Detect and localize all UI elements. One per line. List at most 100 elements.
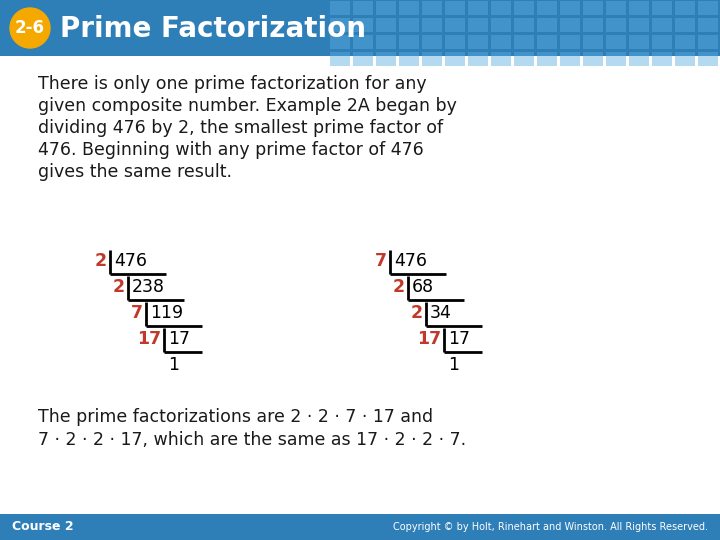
Bar <box>514 52 534 66</box>
Bar <box>422 1 442 15</box>
Bar <box>514 18 534 32</box>
Bar <box>399 1 419 15</box>
Text: given composite number. Example 2A began by: given composite number. Example 2A began… <box>38 97 457 115</box>
Bar <box>675 35 695 49</box>
Bar <box>675 52 695 66</box>
Bar <box>422 18 442 32</box>
Text: 2: 2 <box>393 278 405 296</box>
Text: 7 · 2 · 2 · 17, which are the same as 17 · 2 · 2 · 7.: 7 · 2 · 2 · 17, which are the same as 17… <box>38 431 466 449</box>
Bar <box>652 35 672 49</box>
Bar <box>560 35 580 49</box>
Bar <box>629 35 649 49</box>
Bar <box>606 1 626 15</box>
Text: There is only one prime factorization for any: There is only one prime factorization fo… <box>38 75 427 93</box>
Bar <box>376 35 396 49</box>
Text: Prime Factorization: Prime Factorization <box>60 15 366 43</box>
Bar <box>583 52 603 66</box>
Bar <box>376 18 396 32</box>
Text: Copyright © by Holt, Rinehart and Winston. All Rights Reserved.: Copyright © by Holt, Rinehart and Winsto… <box>393 522 708 532</box>
Bar <box>330 35 350 49</box>
Bar <box>560 52 580 66</box>
Bar <box>675 18 695 32</box>
Text: 2: 2 <box>113 278 125 296</box>
Bar <box>698 35 718 49</box>
Bar <box>353 52 373 66</box>
Bar <box>491 1 511 15</box>
Text: gives the same result.: gives the same result. <box>38 163 232 181</box>
Bar <box>491 18 511 32</box>
Text: 476: 476 <box>394 252 427 270</box>
Text: 238: 238 <box>132 278 165 296</box>
Bar <box>606 35 626 49</box>
Bar <box>491 52 511 66</box>
Bar <box>399 52 419 66</box>
Text: dividing 476 by 2, the smallest prime factor of: dividing 476 by 2, the smallest prime fa… <box>38 119 443 137</box>
Bar <box>583 1 603 15</box>
Bar <box>675 1 695 15</box>
Bar <box>514 1 534 15</box>
Bar <box>629 52 649 66</box>
Text: 17: 17 <box>168 330 190 348</box>
Text: 2: 2 <box>95 252 107 270</box>
Text: 476. Beginning with any prime factor of 476: 476. Beginning with any prime factor of … <box>38 141 424 159</box>
Bar <box>560 18 580 32</box>
Text: 119: 119 <box>150 304 183 322</box>
Bar <box>468 35 488 49</box>
Bar <box>652 52 672 66</box>
Bar <box>537 1 557 15</box>
Bar <box>468 1 488 15</box>
Bar <box>445 1 465 15</box>
Text: The prime factorizations are 2 · 2 · 7 · 17 and: The prime factorizations are 2 · 2 · 7 ·… <box>38 408 433 426</box>
Bar <box>468 18 488 32</box>
Bar <box>629 1 649 15</box>
Bar <box>399 18 419 32</box>
Bar <box>583 18 603 32</box>
Bar <box>445 18 465 32</box>
Text: 17: 17 <box>137 330 161 348</box>
Bar <box>560 1 580 15</box>
Text: 17: 17 <box>448 330 470 348</box>
Bar <box>330 1 350 15</box>
Text: 1: 1 <box>168 356 179 374</box>
Text: 2: 2 <box>411 304 423 322</box>
Bar <box>652 18 672 32</box>
Bar <box>330 18 350 32</box>
Bar <box>606 52 626 66</box>
Text: 1: 1 <box>448 356 459 374</box>
Text: 476: 476 <box>114 252 147 270</box>
Bar <box>330 52 350 66</box>
Text: 2-6: 2-6 <box>15 19 45 37</box>
Bar <box>376 52 396 66</box>
Bar <box>353 1 373 15</box>
Text: 7: 7 <box>131 304 143 322</box>
Bar <box>0 514 720 540</box>
Bar <box>583 35 603 49</box>
Bar <box>0 0 720 56</box>
Bar <box>606 18 626 32</box>
Bar <box>445 35 465 49</box>
Bar <box>468 52 488 66</box>
Bar <box>422 52 442 66</box>
Bar <box>698 52 718 66</box>
Text: 34: 34 <box>430 304 452 322</box>
Bar <box>698 18 718 32</box>
Bar <box>376 1 396 15</box>
Bar <box>537 18 557 32</box>
Bar <box>353 35 373 49</box>
Bar <box>514 35 534 49</box>
Text: 7: 7 <box>375 252 387 270</box>
Bar <box>399 35 419 49</box>
Bar <box>422 35 442 49</box>
Bar <box>537 52 557 66</box>
Text: 68: 68 <box>412 278 434 296</box>
Text: Course 2: Course 2 <box>12 521 73 534</box>
Bar <box>445 52 465 66</box>
Bar <box>353 18 373 32</box>
Circle shape <box>10 8 50 48</box>
Bar <box>652 1 672 15</box>
Bar <box>629 18 649 32</box>
Bar <box>491 35 511 49</box>
Bar <box>537 35 557 49</box>
Bar <box>698 1 718 15</box>
Text: 17: 17 <box>417 330 441 348</box>
